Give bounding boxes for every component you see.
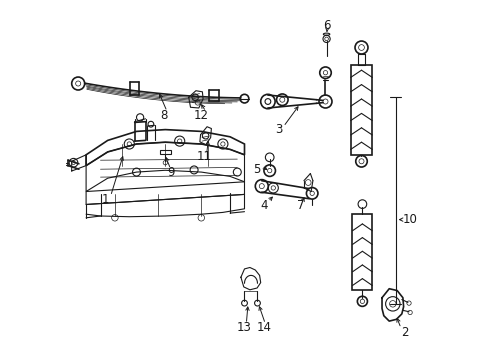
Bar (160, 150, 170, 154)
Text: 13: 13 (237, 321, 251, 334)
Text: 10: 10 (402, 213, 417, 226)
Text: 12: 12 (193, 109, 208, 122)
Text: 2: 2 (400, 327, 407, 339)
Text: 5: 5 (253, 163, 260, 176)
Text: 6: 6 (323, 19, 330, 32)
Text: 14: 14 (256, 321, 271, 334)
Text: 7: 7 (296, 199, 304, 212)
Text: 4: 4 (260, 199, 267, 212)
Bar (352, 214, 371, 290)
Text: 11: 11 (196, 150, 211, 163)
Text: 3: 3 (274, 123, 282, 136)
Text: 1: 1 (102, 193, 109, 206)
Text: 9: 9 (166, 166, 174, 179)
Text: 8: 8 (160, 109, 167, 122)
Bar (350, 65, 371, 155)
